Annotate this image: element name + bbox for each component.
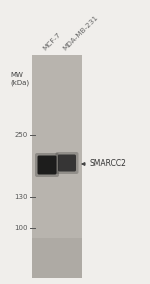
Text: MDA-MB-231: MDA-MB-231 — [62, 14, 99, 52]
FancyBboxPatch shape — [35, 153, 59, 177]
Text: 100: 100 — [15, 225, 28, 231]
FancyBboxPatch shape — [56, 152, 78, 174]
FancyBboxPatch shape — [38, 156, 57, 174]
Text: 250: 250 — [15, 132, 28, 138]
Text: 130: 130 — [15, 194, 28, 200]
FancyBboxPatch shape — [58, 154, 76, 172]
Bar — [32, 55, 82, 278]
Text: MCF-7: MCF-7 — [42, 32, 62, 52]
Text: SMARCC2: SMARCC2 — [90, 160, 127, 168]
Bar — [32, 238, 82, 278]
Text: MW
(kDa): MW (kDa) — [10, 72, 29, 85]
